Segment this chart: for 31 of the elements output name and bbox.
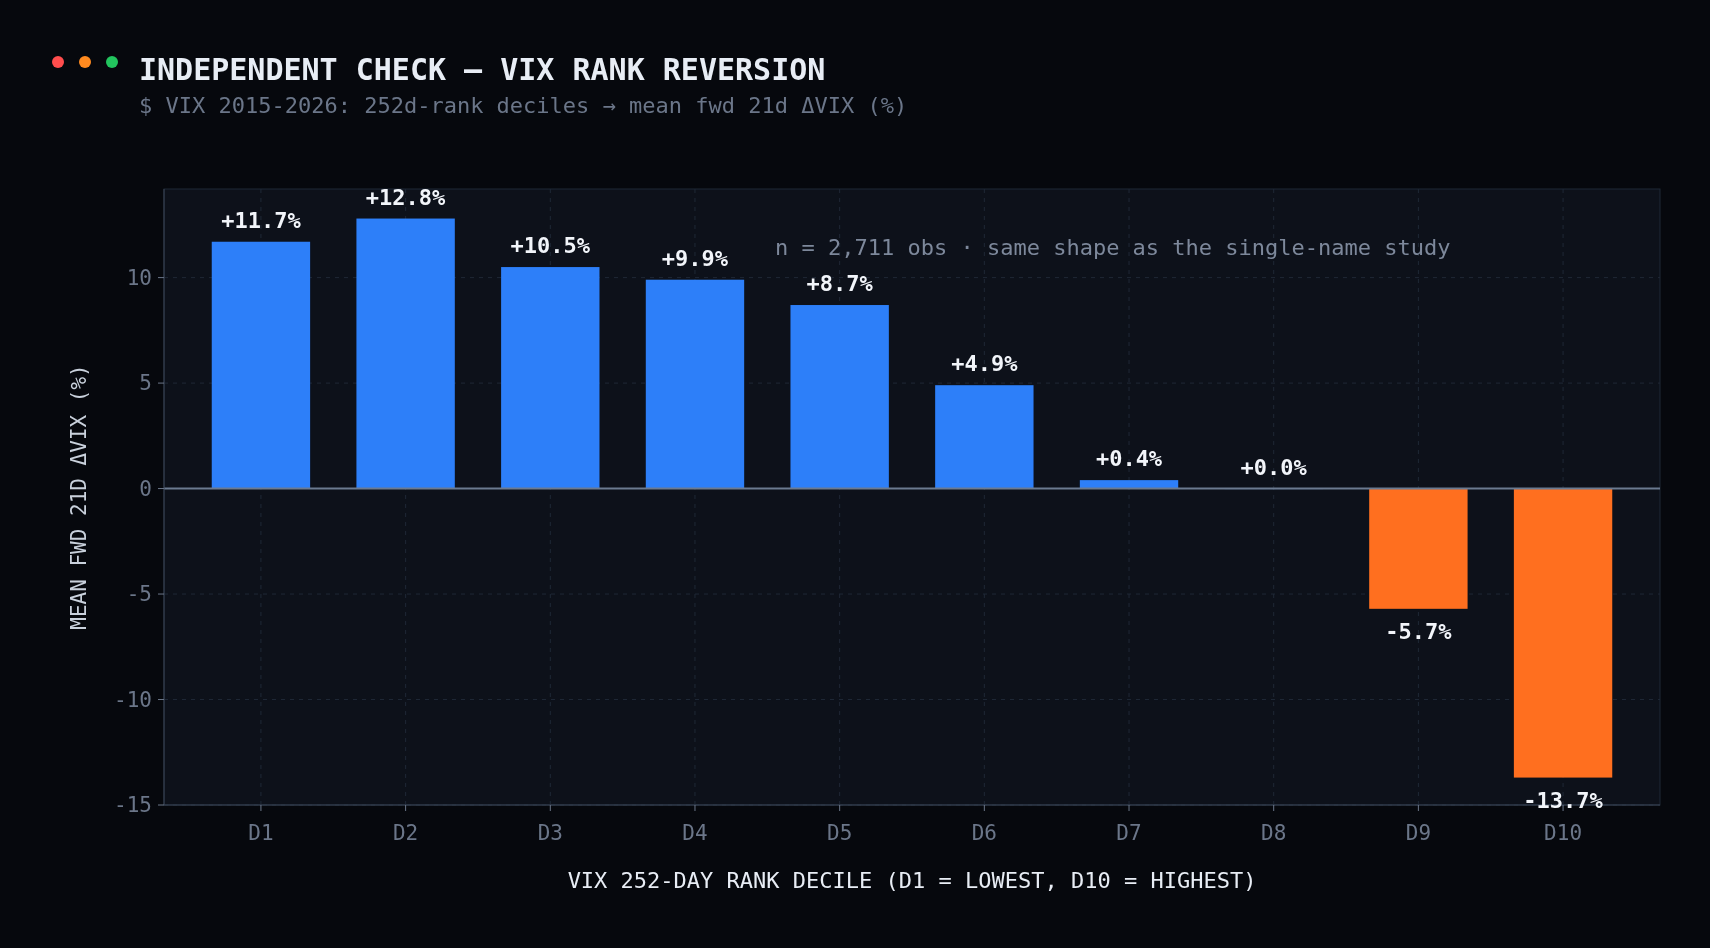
data-label: +8.7% [806, 271, 874, 297]
annotation: n = 2,711 obs · same shape as the single-name study [775, 235, 1451, 260]
x-tick-label: D2 [392, 821, 419, 845]
data-label: +11.7% [221, 207, 302, 233]
chart-title: INDEPENDENT CHECK — VIX RANK REVERSION [139, 52, 826, 87]
x-tick-label: D4 [682, 821, 708, 845]
data-label: -13.7% [1523, 787, 1604, 813]
x-tick-label: D5 [827, 821, 853, 845]
x-axis-title: VIX 252-DAY RANK DECILE (D1 = LOWEST, D10 = HIGHEST) [567, 868, 1257, 893]
y-tick-label: -15 [114, 793, 152, 818]
x-tick-label: D6 [971, 821, 997, 845]
chart-subtitle: $ VIX 2015-2026: 252d-rank deciles → mean fwd 21d ΔVIX (%) [139, 93, 908, 118]
x-tick-label: D7 [1116, 821, 1142, 845]
x-tick-label: D1 [248, 821, 274, 845]
data-label: +12.8% [365, 184, 447, 210]
data-label: +0.4% [1095, 446, 1163, 472]
data-label: +0.0% [1240, 454, 1308, 480]
data-label: +10.5% [510, 233, 591, 259]
y-axis-title: MEAN FWD 21D ΔVIX (%) [67, 364, 91, 630]
x-tick-label: D8 [1261, 821, 1287, 845]
y-tick-label: -10 [114, 687, 152, 712]
x-tick-label: D3 [537, 821, 563, 845]
data-label: +4.9% [951, 351, 1019, 377]
data-label: +9.9% [661, 245, 729, 271]
y-tick-label: 0 [139, 476, 152, 501]
x-tick-label: D10 [1544, 821, 1583, 845]
data-label: -5.7% [1385, 618, 1453, 644]
y-tick-label: 10 [126, 265, 152, 290]
x-tick-label: D9 [1405, 821, 1432, 845]
y-tick-label: 5 [139, 371, 152, 396]
y-tick-label: -5 [126, 582, 152, 607]
